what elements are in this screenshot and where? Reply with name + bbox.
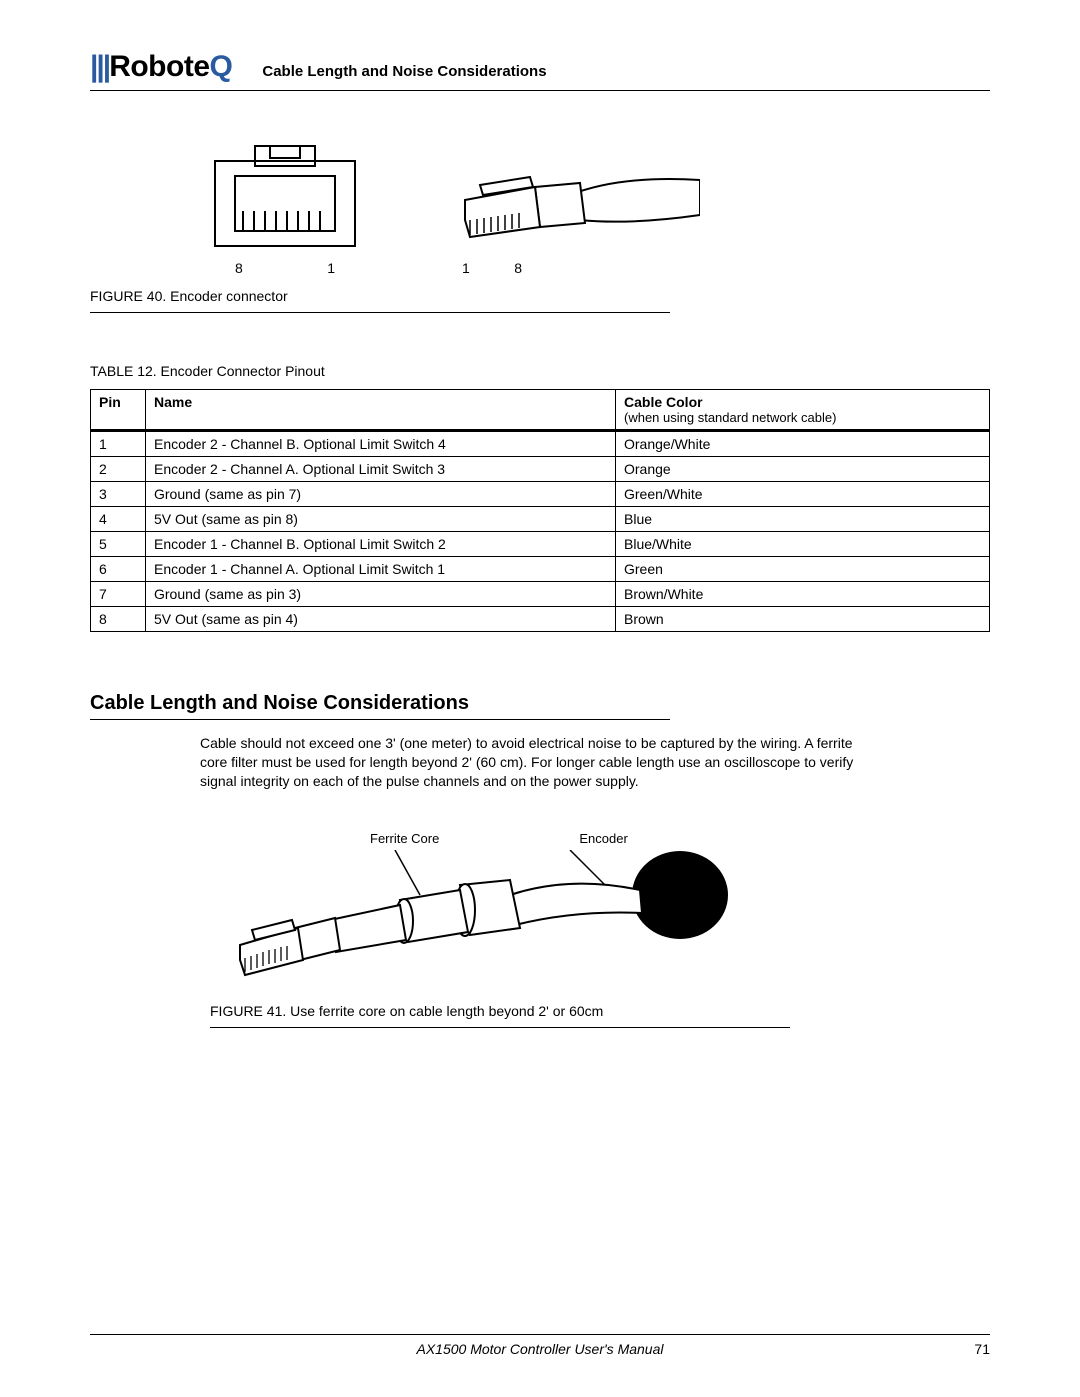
logo-main: Robote (109, 50, 209, 83)
figure41-wrap: Ferrite Core Encoder (210, 831, 770, 995)
cell-name: Encoder 1 - Channel B. Optional Limit Sw… (146, 532, 616, 557)
cell-pin: 1 (91, 431, 146, 457)
section-heading: Cable Length and Noise Considerations (90, 692, 990, 715)
pinout-table: Pin Name Cable Color (when using standar… (90, 389, 990, 632)
table-row: 45V Out (same as pin 8)Blue (91, 507, 990, 532)
front-pin-labels: 8 1 (235, 260, 335, 276)
cell-name: Ground (same as pin 3) (146, 582, 616, 607)
figure41-labels: Ferrite Core Encoder (370, 831, 770, 846)
cell-name: Ground (same as pin 7) (146, 482, 616, 507)
th-pin: Pin (91, 390, 146, 431)
footer-page: 71 (974, 1341, 990, 1357)
figure41-divider (210, 1027, 790, 1028)
section-divider (90, 719, 670, 720)
logo-q: Q (210, 50, 233, 83)
table-row: 5Encoder 1 - Channel B. Optional Limit S… (91, 532, 990, 557)
table-row: 3Ground (same as pin 7)Green/White (91, 482, 990, 507)
cell-name: Encoder 2 - Channel A. Optional Limit Sw… (146, 457, 616, 482)
front-pin-1: 1 (327, 260, 335, 276)
cell-name: Encoder 1 - Channel A. Optional Limit Sw… (146, 557, 616, 582)
plug-pin-1: 1 (462, 260, 470, 276)
cell-pin: 6 (91, 557, 146, 582)
figure40-row: 8 1 1 8 (210, 141, 990, 276)
cell-color: Green/White (616, 482, 990, 507)
table12-caption: TABLE 12. Encoder Connector Pinout (90, 363, 990, 379)
cell-color: Blue (616, 507, 990, 532)
page-footer: AX1500 Motor Controller User's Manual 71 (90, 1334, 990, 1357)
cell-pin: 3 (91, 482, 146, 507)
cell-pin: 5 (91, 532, 146, 557)
figure41-icon (210, 850, 770, 990)
front-pin-8: 8 (235, 260, 243, 276)
figure41-caption: FIGURE 41. Use ferrite core on cable len… (210, 1003, 990, 1019)
plug-pin-8: 8 (514, 260, 522, 276)
table-header-row: Pin Name Cable Color (when using standar… (91, 390, 990, 431)
logo-bars: ||| (90, 50, 109, 83)
figure40-divider (90, 312, 670, 313)
figure40-caption: FIGURE 40. Encoder connector (90, 288, 990, 304)
logo: |||RoboteQ (90, 50, 232, 84)
th-color: Cable Color (when using standard network… (616, 390, 990, 431)
header-title: Cable Length and Noise Considerations (262, 63, 546, 80)
label-ferrite: Ferrite Core (370, 831, 439, 846)
table-row: 1Encoder 2 - Channel B. Optional Limit S… (91, 431, 990, 457)
cell-color: Orange (616, 457, 990, 482)
page-header: |||RoboteQ Cable Length and Noise Consid… (90, 50, 990, 91)
cell-pin: 7 (91, 582, 146, 607)
cell-pin: 4 (91, 507, 146, 532)
table-row: 6Encoder 1 - Channel A. Optional Limit S… (91, 557, 990, 582)
section-body: Cable should not exceed one 3' (one mete… (200, 734, 870, 791)
table-row: 7Ground (same as pin 3)Brown/White (91, 582, 990, 607)
th-color-sub: (when using standard network cable) (624, 410, 981, 425)
rj45-plug-icon (440, 165, 700, 255)
plug-pin-labels: 1 8 (462, 260, 522, 276)
rj45-plug-wrap: 1 8 (440, 165, 700, 276)
rj45-front-icon (210, 141, 360, 251)
cell-color: Orange/White (616, 431, 990, 457)
label-encoder: Encoder (579, 831, 627, 846)
table-row: 2Encoder 2 - Channel A. Optional Limit S… (91, 457, 990, 482)
cell-color: Blue/White (616, 532, 990, 557)
cell-color: Brown (616, 607, 990, 632)
table-row: 85V Out (same as pin 4)Brown (91, 607, 990, 632)
cell-name: Encoder 2 - Channel B. Optional Limit Sw… (146, 431, 616, 457)
footer-title: AX1500 Motor Controller User's Manual (416, 1341, 663, 1357)
cell-pin: 8 (91, 607, 146, 632)
cell-name: 5V Out (same as pin 8) (146, 507, 616, 532)
cell-color: Brown/White (616, 582, 990, 607)
rj45-front-wrap: 8 1 (210, 141, 360, 276)
cell-color: Green (616, 557, 990, 582)
th-color-main: Cable Color (624, 394, 703, 410)
cell-pin: 2 (91, 457, 146, 482)
cell-name: 5V Out (same as pin 4) (146, 607, 616, 632)
th-name: Name (146, 390, 616, 431)
